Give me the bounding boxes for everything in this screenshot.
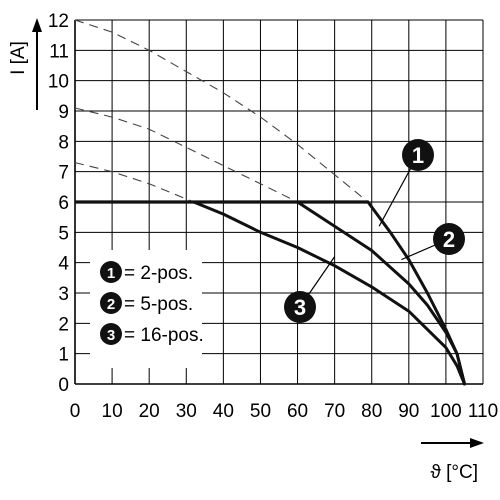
legend-label: = 5-pos. <box>124 294 193 315</box>
x-tick-label: 0 <box>70 401 81 422</box>
callout-number: 3 <box>294 295 306 320</box>
legend-marker-number: 2 <box>107 296 115 313</box>
x-tick-label: 90 <box>398 401 419 422</box>
callout-badge-1 <box>402 139 434 171</box>
y-tick-label: 5 <box>58 223 69 244</box>
y-tick-label: 7 <box>58 163 69 184</box>
y-axis-label: I [A] <box>8 41 29 75</box>
legend-marker-number: 1 <box>107 265 115 282</box>
y-tick-label: 4 <box>58 254 69 275</box>
y-tick-label: 6 <box>58 193 69 214</box>
x-tick-label: 20 <box>139 401 160 422</box>
tick-labels: 0 10 20 30 40 50 60 70 80 90 100 110012345678910111… <box>48 11 498 422</box>
x-tick-label: 100 <box>430 401 462 422</box>
y-tick-label: 3 <box>58 284 69 305</box>
dashed-extension-1 <box>74 19 369 203</box>
legend-label: = 16-pos. <box>124 325 204 346</box>
y-tick-label: 2 <box>58 314 69 335</box>
callout-badge-2 <box>433 223 465 255</box>
x-axis-label: ϑ [°C] <box>430 462 478 483</box>
dashed-extension-2 <box>74 107 298 203</box>
x-tick-label: 70 <box>324 401 345 422</box>
dashed-extensions <box>74 19 369 203</box>
curve-layer <box>75 200 466 386</box>
series-line-3 <box>192 200 466 386</box>
y-tick-label: 0 <box>58 375 69 396</box>
callout-number: 2 <box>443 227 455 252</box>
x-tick-label: 80 <box>361 401 382 422</box>
x-tick-label: 50 <box>250 401 271 422</box>
x-tick-label: 40 <box>213 401 234 422</box>
y-tick-label: 8 <box>58 132 69 153</box>
curve-callouts: 1 2 3 <box>284 139 465 323</box>
grid-layer <box>74 19 484 385</box>
legend-marker-2 <box>100 292 122 314</box>
legend: 1 = 2-pos. 2 = 5-pos. 3 = 16-pos. <box>90 250 204 368</box>
y-axis-arrow-head <box>32 18 42 32</box>
dashed-extension-3 <box>74 162 194 203</box>
axis-titles: I [A] ϑ [°C] <box>8 18 484 483</box>
y-tick-label: 10 <box>48 72 69 93</box>
callout-badge-3 <box>284 291 316 323</box>
y-tick-label: 11 <box>49 41 69 62</box>
series-line-2 <box>296 200 466 386</box>
x-tick-label: 30 <box>176 401 197 422</box>
y-tick-label: 12 <box>48 11 69 32</box>
legend-label: = 2-pos. <box>124 263 193 284</box>
x-tick-label: 10 <box>102 401 123 422</box>
x-tick-label: 60 <box>287 401 308 422</box>
y-tick-label: 1 <box>58 345 69 366</box>
legend-marker-3 <box>100 323 122 345</box>
x-tick-label: 110 <box>468 401 498 422</box>
legend-marker-number: 3 <box>107 327 115 344</box>
y-tick-label: 9 <box>58 102 69 123</box>
legend-marker-1 <box>100 261 122 283</box>
x-axis-arrow-head <box>470 438 484 448</box>
callout-number: 1 <box>412 143 424 168</box>
